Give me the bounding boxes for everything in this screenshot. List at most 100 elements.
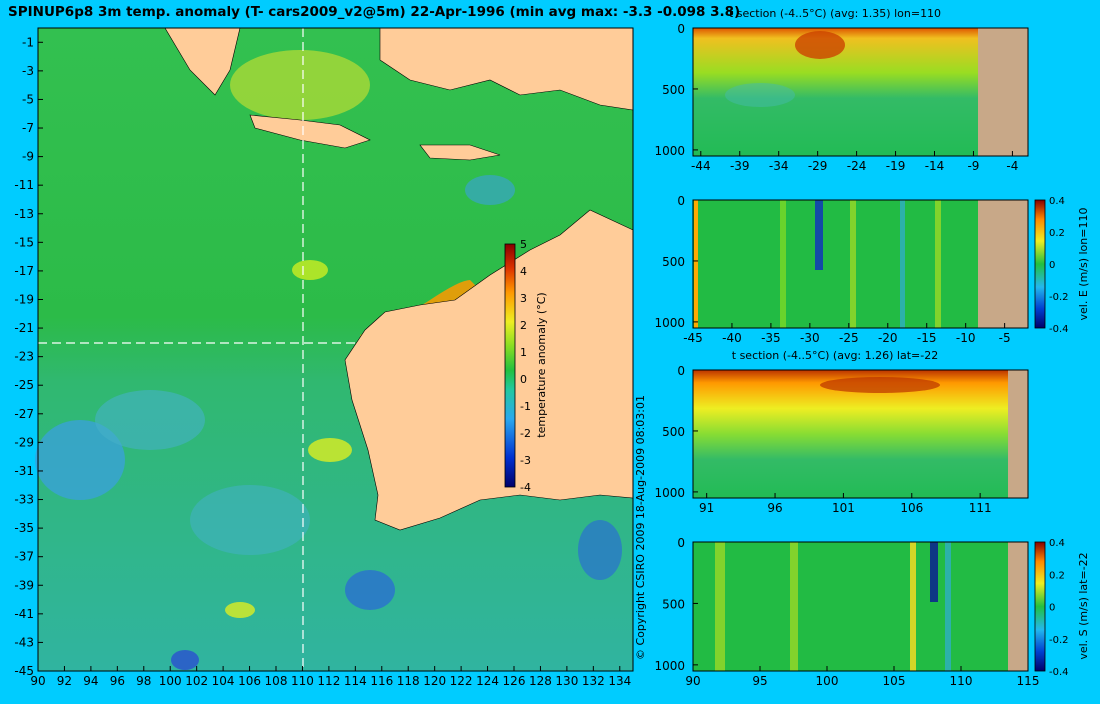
tick-label: -20	[878, 331, 898, 345]
tick-label: 0	[677, 364, 685, 378]
tick-label: -5	[999, 331, 1011, 345]
tick-label: 105	[883, 674, 906, 688]
section-y-ticks: 0 500 1000	[654, 194, 698, 330]
tick-label: -9	[22, 150, 34, 164]
section-land	[978, 200, 1028, 328]
tick-label: 91	[699, 501, 714, 515]
tick-label: -41	[14, 607, 34, 621]
tick-label: -3	[520, 454, 531, 467]
map-panel: 90 92 94 96 98 100 102 104 106 108 110 112 114 116 118…	[14, 27, 634, 688]
jet-stripe	[900, 200, 905, 328]
vel-e-colorbar-label: vel. E (m/s) lon=110	[1077, 208, 1090, 321]
tick-label: 94	[83, 674, 98, 688]
tick-label: -2	[520, 427, 531, 440]
cool-anomaly-patch	[35, 420, 125, 500]
tick-label: 110	[950, 674, 973, 688]
tick-label: 114	[344, 674, 367, 688]
jet-stripe	[910, 542, 916, 671]
tick-label: -24	[847, 159, 867, 173]
section-y-ticks: 0 500 1000	[654, 22, 698, 158]
tick-label: -9	[967, 159, 979, 173]
tick-label: -14	[925, 159, 945, 173]
cool-anomaly-patch	[578, 520, 622, 580]
cool-anomaly-patch	[95, 390, 205, 450]
colorbar-ticks: 0.4 0.2 0 -0.2 -0.4	[1049, 538, 1069, 678]
section-land	[978, 28, 1028, 156]
tick-label: -35	[14, 521, 34, 535]
section-x-ticks: -45 -40 -35 -30 -25 -20 -15 -10 -5	[683, 323, 1011, 345]
tick-label: -39	[14, 578, 34, 592]
warm-core	[795, 31, 845, 59]
tick-label: -31	[14, 464, 34, 478]
tick-label: -17	[14, 264, 34, 278]
vel-e-field	[693, 200, 1028, 328]
tick-label: -11	[14, 178, 34, 192]
cool-anomaly-patch	[190, 485, 310, 555]
tick-label: -0.4	[1049, 667, 1069, 678]
warm-anomaly-patch	[230, 50, 370, 120]
tick-label: -45	[14, 664, 34, 678]
map-frame	[37, 27, 634, 672]
map-colorbar-label: temperature anomaly (°C)	[535, 292, 548, 437]
tick-label: -0.2	[1049, 635, 1069, 646]
tick-label: 5	[520, 238, 527, 251]
tick-label: -1	[520, 400, 531, 413]
jet-stripe	[935, 200, 941, 328]
section-title-t-lon110: t section (-4..5°C) (avg: 1.35) lon=110	[729, 7, 941, 20]
tick-label: 134	[608, 674, 631, 688]
section-title-t-lat22: t section (-4..5°C) (avg: 1.26) lat=-22	[732, 349, 938, 362]
cool-anomaly-patch	[465, 175, 515, 205]
tick-label: -3	[22, 64, 34, 78]
section-x-ticks: 91 96 101 106 111	[699, 493, 992, 515]
map-colorbar	[504, 243, 516, 488]
tick-label: -25	[839, 331, 859, 345]
warm-anomaly-patch	[292, 260, 328, 280]
tick-label: 110	[291, 674, 314, 688]
tick-label: 0.4	[1049, 538, 1065, 549]
tick-label: 112	[317, 674, 340, 688]
jet-stripe	[930, 542, 938, 602]
tick-label: 120	[423, 674, 446, 688]
tick-label: -13	[14, 207, 34, 221]
tick-label: -27	[14, 407, 34, 421]
tick-label: 0	[1049, 603, 1055, 614]
tick-label: 500	[662, 255, 685, 269]
tick-label: -4	[1006, 159, 1018, 173]
tick-label: 104	[212, 674, 235, 688]
tick-label: 1	[520, 346, 527, 359]
tick-label: 130	[555, 674, 578, 688]
section-frame	[692, 369, 1029, 499]
tick-label: 500	[662, 425, 685, 439]
tick-label: 118	[397, 674, 420, 688]
tick-label: -0.2	[1049, 292, 1069, 303]
tick-label: 102	[185, 674, 208, 688]
tick-label: 92	[57, 674, 72, 688]
tick-label: 100	[159, 674, 182, 688]
tick-label: 1000	[654, 659, 685, 673]
tick-label: 3	[520, 292, 527, 305]
tick-label: 4	[520, 265, 527, 278]
tick-label: -0.4	[1049, 324, 1069, 335]
tick-label: -4	[520, 481, 531, 494]
tick-label: 0.2	[1049, 228, 1065, 239]
jet-stripe	[790, 542, 798, 671]
jet-stripe	[780, 200, 786, 328]
jet-stripe	[850, 200, 856, 328]
tick-label: 0.2	[1049, 570, 1065, 581]
warm-anomaly-patch	[308, 438, 352, 462]
tick-label: -19	[14, 292, 34, 306]
map-y-ticks: -1 -3 -5 -7 -9 -11 -13 -15 -17 -19 -21 -23 -25 -27 -29…	[14, 35, 43, 678]
tick-label: -23	[14, 350, 34, 364]
tick-label: -39	[730, 159, 750, 173]
vel-s-colorbar	[1034, 541, 1046, 672]
tick-label: -15	[917, 331, 937, 345]
vel-e-colorbar	[1034, 199, 1046, 329]
tick-label: 106	[900, 501, 923, 515]
tick-label: 0	[520, 373, 527, 386]
land-java	[249, 114, 371, 149]
jet-stripe	[945, 542, 951, 671]
cool-anomaly-patch	[345, 570, 395, 610]
